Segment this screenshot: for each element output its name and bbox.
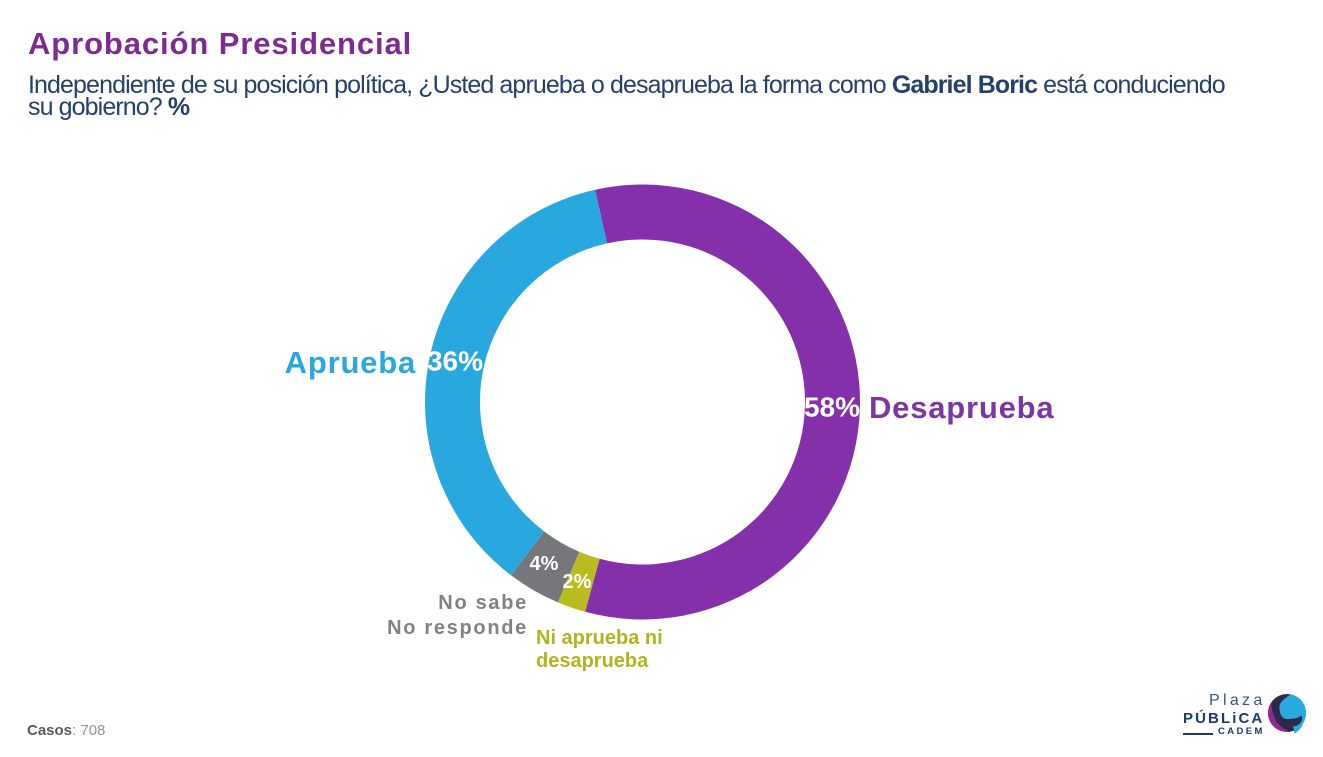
svg-text:2%: 2% xyxy=(563,571,592,593)
svg-text:58%: 58% xyxy=(804,392,860,423)
svg-text:36%: 36% xyxy=(427,346,483,377)
svg-text:4%: 4% xyxy=(530,553,559,575)
